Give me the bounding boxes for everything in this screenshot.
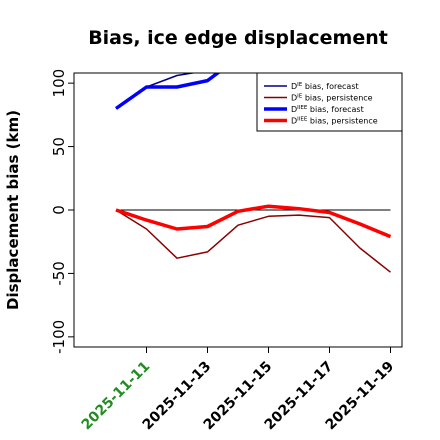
chart-title: Bias, ice edge displacement xyxy=(88,27,388,49)
x-axis: 2025-11-112025-11-132025-11-152025-11-17… xyxy=(79,347,397,433)
y-tick-label: 50 xyxy=(50,137,68,156)
legend-entry-0: DIE bias, forecast xyxy=(291,82,359,91)
y-tick-label: -100 xyxy=(50,320,68,354)
y-axis: -100 -50 0 50 100 xyxy=(50,69,74,354)
y-tick-label: -50 xyxy=(50,261,68,286)
y-tick-label: 0 xyxy=(50,205,68,215)
legend-entry-1: DIE bias, persistence xyxy=(291,94,373,103)
series-layer xyxy=(114,73,392,273)
legend-entry-3: DIIEE bias, persistence xyxy=(291,117,378,126)
legend-entry-2: DIIEE bias, forecast xyxy=(291,105,364,114)
series-line-3 xyxy=(115,204,392,239)
y-axis-label: Displacement bias (km) xyxy=(4,110,22,310)
series-line-1 xyxy=(115,209,391,273)
series-line-2 xyxy=(114,73,221,110)
legend: DIE bias, forecast DIE bias, persistence D… xyxy=(256,72,403,132)
y-tick-label: 100 xyxy=(50,69,68,98)
